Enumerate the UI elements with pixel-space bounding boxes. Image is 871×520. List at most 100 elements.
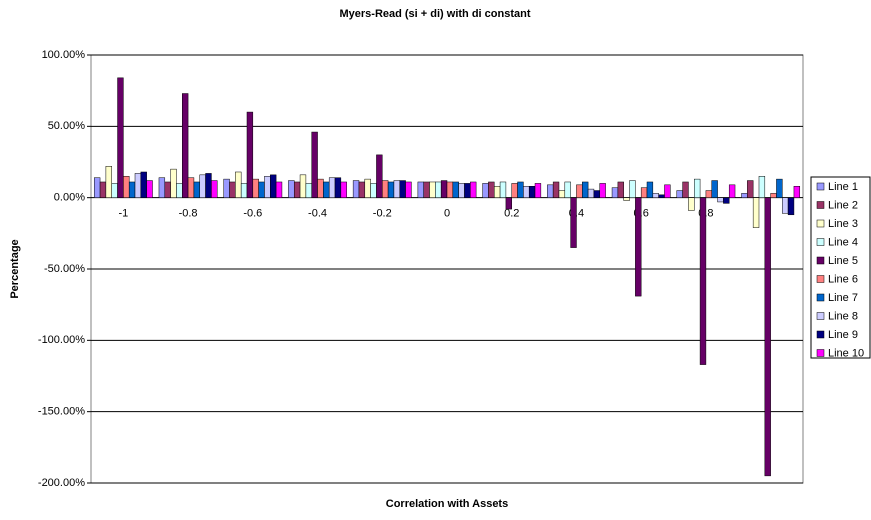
bar (158, 177, 166, 198)
bar (317, 178, 324, 198)
legend-swatch (816, 330, 825, 339)
bar (488, 181, 495, 198)
bar (728, 184, 736, 198)
bar (393, 180, 400, 198)
legend-swatch (816, 275, 825, 283)
bar (111, 183, 118, 198)
bar (576, 184, 583, 198)
y-tick-label: 50.00% (48, 120, 86, 132)
x-tick-label: -1 (118, 208, 128, 220)
bar (199, 174, 206, 198)
bar (134, 173, 142, 198)
bar (617, 181, 624, 198)
legend-label: Line 3 (828, 218, 858, 230)
y-tick-label: -100.00% (38, 334, 85, 346)
bar (164, 181, 171, 198)
bar (570, 197, 577, 248)
bar (146, 180, 153, 198)
x-tick-label: -0.8 (179, 208, 198, 220)
bar (340, 181, 347, 198)
bar (387, 181, 395, 198)
bar (358, 181, 366, 198)
legend-label: Line 6 (828, 273, 858, 285)
x-tick-label: -0.4 (308, 208, 327, 220)
bar (328, 177, 336, 198)
bar (117, 77, 124, 198)
legend-label: Line 7 (828, 292, 858, 304)
bar (405, 181, 412, 198)
bar (446, 181, 454, 198)
bar (599, 183, 606, 198)
bar (523, 186, 530, 198)
bar (699, 197, 707, 365)
bar (482, 183, 489, 198)
bar (770, 193, 777, 198)
bar (452, 181, 459, 198)
bar (558, 190, 566, 198)
x-tick-label: 0.2 (504, 208, 519, 220)
chart-title: Myers-Read (si + di) with di constant (339, 8, 530, 20)
bar (128, 181, 136, 198)
bar (705, 190, 712, 198)
bar (311, 131, 318, 198)
bar (528, 186, 536, 198)
bar (435, 181, 442, 198)
legend-swatch (816, 349, 825, 357)
bar (787, 197, 795, 216)
bar (105, 166, 112, 198)
bar (534, 183, 542, 198)
bar (193, 181, 200, 198)
bar (288, 180, 295, 198)
y-tick-label: 0.00% (54, 192, 85, 204)
bar (323, 181, 330, 198)
bar (182, 93, 189, 198)
bar (370, 183, 377, 198)
bar (682, 181, 689, 198)
bar (246, 111, 254, 198)
bar (717, 197, 724, 203)
legend-swatch (816, 182, 825, 191)
bar (211, 180, 218, 198)
bar (505, 197, 512, 210)
bar (240, 183, 248, 198)
bar (629, 180, 636, 198)
bar (764, 197, 771, 477)
x-axis-label: Correlation with Assets (386, 498, 508, 510)
bar (499, 181, 507, 198)
bar (664, 184, 671, 198)
bar (223, 178, 230, 198)
legend-swatch (816, 238, 825, 246)
bar (334, 177, 342, 198)
bar (494, 186, 501, 198)
bar (758, 176, 766, 198)
bar (688, 197, 695, 211)
bar (305, 183, 312, 198)
bar (364, 178, 371, 198)
bar (593, 190, 601, 198)
legend-label: Line 10 (828, 347, 864, 359)
legend-swatch (816, 312, 825, 320)
bar (299, 174, 307, 198)
bar (275, 181, 283, 198)
y-tick-label: 100.00% (42, 49, 86, 61)
bar (382, 180, 389, 198)
bar (676, 190, 683, 198)
bar (711, 180, 718, 198)
bar (258, 181, 265, 198)
x-tick-label: -0.2 (373, 208, 392, 220)
legend-label: Line 2 (828, 199, 858, 211)
bar (429, 181, 436, 198)
bar (123, 176, 130, 198)
bar (511, 183, 518, 198)
bar (93, 177, 101, 198)
bar (423, 181, 430, 198)
bar (752, 197, 760, 228)
bar (776, 178, 783, 198)
bar (205, 173, 212, 198)
bar (547, 184, 554, 198)
bar (176, 183, 183, 198)
y-tick-label: -150.00% (38, 406, 85, 418)
bar (652, 193, 659, 198)
x-tick-label: 0 (444, 208, 450, 220)
legend-label: Line 4 (828, 236, 858, 248)
